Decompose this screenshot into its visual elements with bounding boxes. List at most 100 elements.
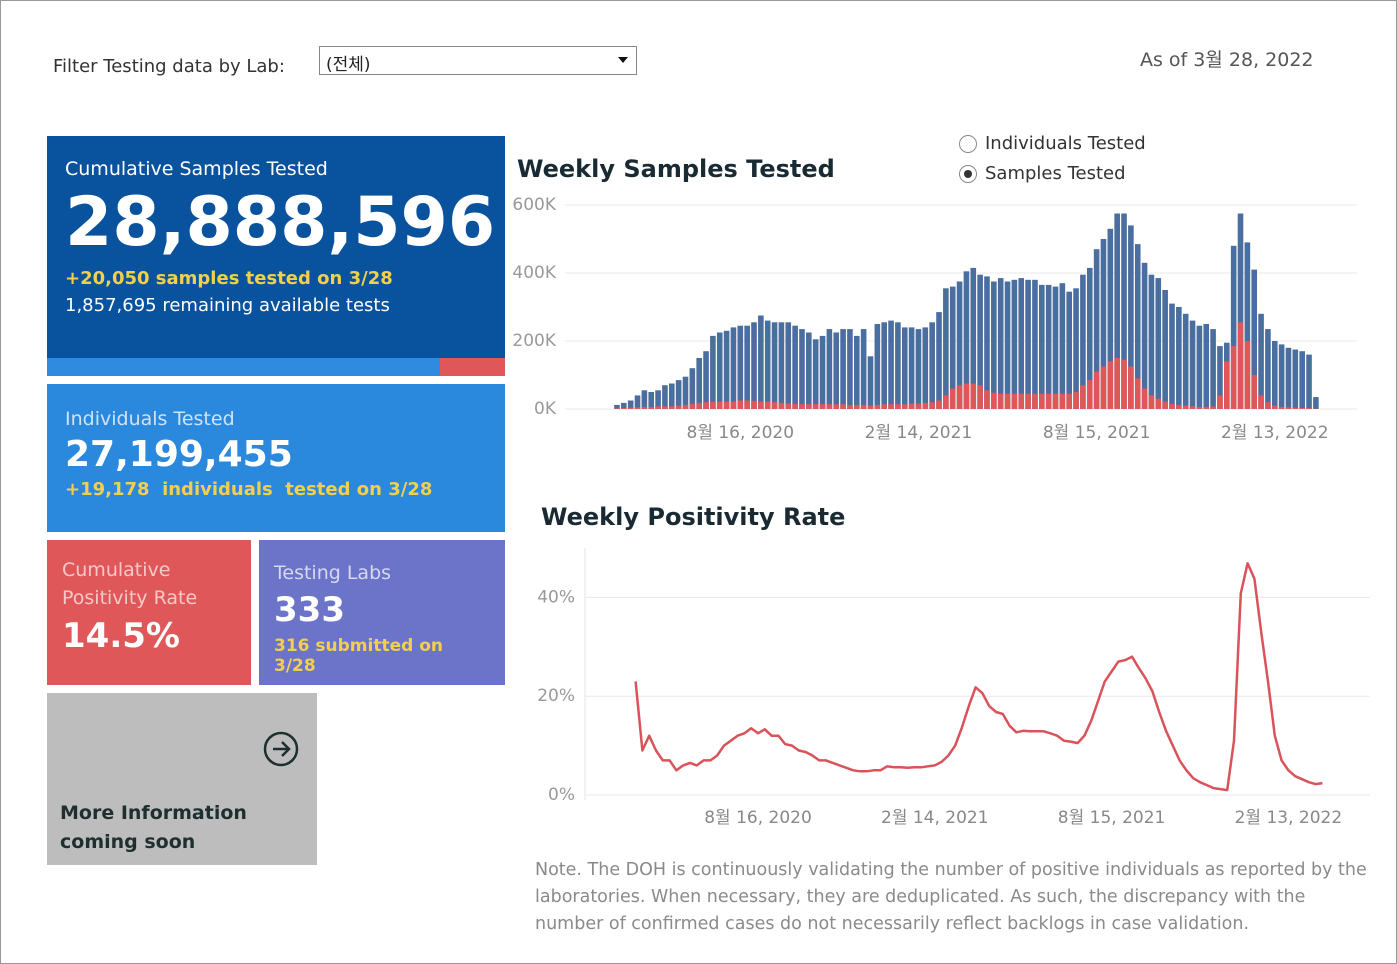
bar [799, 404, 805, 409]
bar [1025, 279, 1031, 409]
bar [1018, 278, 1025, 409]
bar [737, 325, 744, 409]
bar [1265, 402, 1271, 409]
bar [1217, 395, 1223, 409]
bar [908, 403, 915, 409]
bar [1093, 249, 1100, 409]
labs-card: Testing Labs 333 316 submitted on 3/28 [259, 540, 505, 685]
radio-label[interactable]: Individuals Tested [985, 133, 1146, 154]
bar [1169, 403, 1175, 409]
bar [1100, 366, 1107, 409]
bar [771, 402, 778, 409]
radio-button[interactable] [959, 165, 977, 183]
bar [833, 332, 840, 409]
arrow-icon [263, 731, 299, 767]
bar [641, 390, 648, 409]
lab-dropdown[interactable]: (전체) [319, 46, 637, 75]
bar [812, 404, 819, 409]
bar [1073, 392, 1079, 409]
bar [1251, 269, 1258, 409]
bar [1313, 397, 1319, 409]
card-today: +20,050 samples tested on 3/28 [65, 268, 393, 289]
bar [716, 332, 723, 409]
bar [1141, 388, 1148, 409]
bar [1299, 351, 1305, 409]
bar [1285, 347, 1292, 409]
more-card[interactable]: More Information coming soon [47, 693, 317, 865]
bar [641, 406, 648, 409]
bar [648, 392, 655, 409]
dropdown-arrow [618, 57, 628, 63]
bar [1196, 406, 1203, 409]
bar [963, 383, 970, 409]
bar [1176, 307, 1182, 409]
bar [751, 322, 757, 409]
radio-label[interactable]: Samples Tested [985, 163, 1126, 184]
bar [853, 335, 860, 409]
bar [662, 406, 668, 409]
bar [874, 404, 881, 409]
bar [778, 402, 785, 409]
bar [1039, 393, 1045, 409]
bar [901, 327, 908, 409]
bar [1258, 313, 1264, 409]
bar [901, 404, 908, 409]
bar [1086, 380, 1093, 409]
bar [881, 322, 887, 409]
bar [634, 395, 641, 409]
bar [1045, 284, 1052, 409]
bar [710, 401, 716, 409]
positivity-card: Cumulative Positivity Rate 14.5% [47, 540, 251, 685]
bar [1134, 244, 1141, 409]
bar [1265, 329, 1271, 409]
bar [943, 288, 949, 409]
bar [689, 368, 696, 409]
bar [744, 325, 750, 409]
bar [662, 385, 668, 409]
bar [1299, 407, 1305, 409]
radio-button[interactable] [959, 135, 977, 153]
bar [943, 395, 949, 409]
bar [1189, 320, 1196, 409]
bar [1148, 274, 1155, 409]
bar [1237, 213, 1244, 409]
bar [915, 329, 922, 409]
bar [730, 401, 737, 409]
card-value: 28,888,596 [65, 183, 496, 262]
bar [799, 329, 805, 409]
chart-title: Weekly Positivity Rate [541, 503, 846, 531]
bar [1251, 375, 1258, 409]
bar [1121, 359, 1127, 409]
x-tick-label: 8월 16, 2020 [704, 808, 812, 828]
bar [936, 312, 942, 409]
bar [1237, 322, 1244, 409]
bar [949, 388, 956, 409]
bar [833, 404, 840, 409]
bar [915, 403, 922, 409]
bar [668, 406, 675, 409]
bar [764, 401, 771, 409]
bar [853, 404, 860, 409]
bar [860, 329, 867, 409]
usage-bar [47, 358, 440, 376]
bar [1230, 245, 1237, 409]
bar [991, 281, 997, 409]
bar [785, 403, 792, 409]
bar [744, 400, 750, 409]
bar [1176, 404, 1182, 409]
bar [922, 327, 929, 409]
bar [1141, 262, 1148, 409]
bar [627, 400, 634, 409]
bar [1306, 407, 1312, 409]
bar [1052, 286, 1059, 409]
bar [1224, 361, 1230, 409]
x-tick-label: 8월 15, 2021 [1058, 808, 1166, 828]
y-tick-label: 40% [537, 587, 575, 607]
bar [1230, 346, 1237, 409]
bar [860, 404, 867, 409]
bar [710, 335, 716, 409]
note: Note. The DOH is continuously validating… [535, 860, 1367, 934]
bar [703, 402, 709, 409]
bar [1271, 341, 1278, 409]
bar [627, 407, 634, 409]
